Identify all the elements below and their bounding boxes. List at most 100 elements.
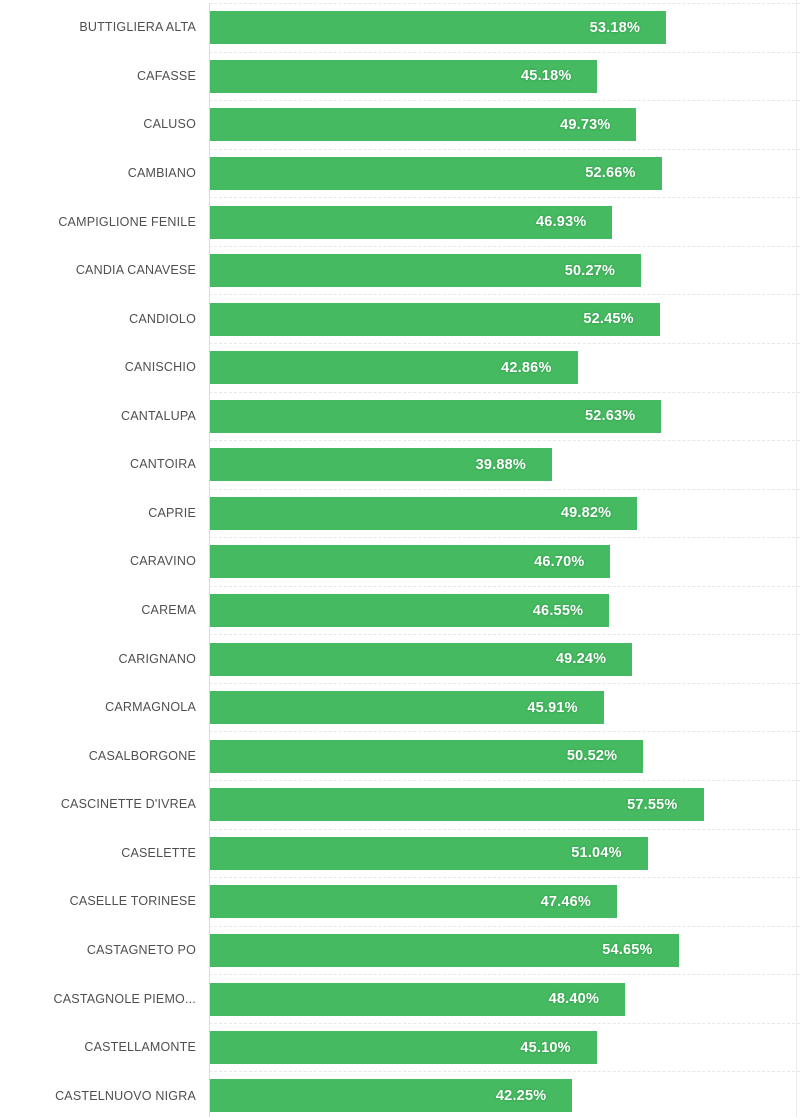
category-label: CANDIA CANAVESE bbox=[75, 263, 196, 278]
plot-cell: 42.86% bbox=[209, 342, 800, 392]
category-label: CANTALUPA bbox=[121, 408, 196, 423]
plot-cell: 57.55% bbox=[209, 780, 800, 829]
bar-value-label: 52.66% bbox=[585, 165, 636, 182]
bar[interactable]: 48.40% bbox=[210, 982, 626, 1016]
plot-right-border bbox=[796, 0, 797, 1117]
bar-value-label: 53.18% bbox=[589, 19, 641, 36]
plot-cell: 42.25% bbox=[209, 1071, 800, 1117]
category-label-cell: CARIGNANO bbox=[0, 634, 209, 683]
category-label: CASTELLAMONTE bbox=[84, 1040, 196, 1055]
bar-value-label: 42.25% bbox=[495, 1087, 547, 1104]
chart-row: CANISCHIO 42.86% bbox=[0, 342, 800, 392]
bar[interactable]: 47.46% bbox=[210, 885, 617, 919]
category-label-cell: CAPRIE bbox=[0, 489, 209, 538]
bar[interactable]: 54.65% bbox=[210, 933, 679, 967]
plot-cell: 45.10% bbox=[209, 1022, 800, 1072]
category-label: CASTAGNETO PO bbox=[86, 942, 196, 957]
chart-row: CASTAGNOLE PIEMO... 48.40% bbox=[0, 974, 800, 1023]
bar[interactable]: 46.55% bbox=[210, 594, 610, 628]
bar[interactable]: 57.55% bbox=[210, 788, 704, 822]
bar-value-label: 45.91% bbox=[527, 699, 578, 716]
category-label-cell: CARMAGNOLA bbox=[0, 683, 209, 732]
category-label: CAMBIANO bbox=[127, 165, 196, 180]
category-label-cell: CALUSO bbox=[0, 100, 209, 149]
bar[interactable]: 46.93% bbox=[210, 205, 613, 239]
bar[interactable]: 49.82% bbox=[210, 496, 638, 530]
chart-row: CANTALUPA 52.63% bbox=[0, 391, 800, 441]
bar[interactable]: 39.88% bbox=[210, 448, 552, 482]
bar[interactable]: 53.18% bbox=[210, 11, 667, 45]
bar[interactable]: 52.66% bbox=[210, 156, 662, 190]
chart-row: CARIGNANO 49.24% bbox=[0, 634, 800, 683]
category-label-cell: CASCINETTE D'IVREA bbox=[0, 780, 209, 829]
bar[interactable]: 52.45% bbox=[210, 302, 660, 336]
chart-row: CASELLE TORINESE 47.46% bbox=[0, 877, 800, 926]
bar[interactable]: 45.18% bbox=[210, 59, 598, 93]
plot-cell: 52.66% bbox=[209, 148, 800, 198]
bar-value-label: 39.88% bbox=[475, 456, 526, 473]
category-label-cell: CASTELNUOVO NIGRA bbox=[0, 1071, 209, 1117]
bar[interactable]: 51.04% bbox=[210, 836, 648, 870]
category-label-cell: CARAVINO bbox=[0, 537, 209, 586]
bar[interactable]: 45.10% bbox=[210, 1031, 597, 1065]
chart-row: CARAVINO 46.70% bbox=[0, 537, 800, 586]
category-label: CARIGNANO bbox=[118, 651, 196, 666]
category-label-cell: CAMBIANO bbox=[0, 149, 209, 198]
bar[interactable]: 50.52% bbox=[210, 739, 644, 773]
bar[interactable]: 49.73% bbox=[210, 108, 637, 142]
chart-row: CANDIA CANAVESE 50.27% bbox=[0, 245, 800, 295]
plot-cell: 48.40% bbox=[209, 974, 800, 1023]
plot-cell: 54.65% bbox=[209, 925, 800, 975]
category-label-cell: BUTTIGLIERA ALTA bbox=[0, 3, 209, 52]
bar[interactable]: 52.63% bbox=[210, 399, 662, 433]
category-label-cell: CANDIOLO bbox=[0, 294, 209, 343]
plot-cell: 46.55% bbox=[209, 585, 800, 635]
chart-row: CASTELNUOVO NIGRA 42.25% bbox=[0, 1071, 800, 1117]
bar[interactable]: 46.70% bbox=[210, 545, 611, 579]
bar[interactable]: 45.91% bbox=[210, 691, 604, 725]
chart-row: CALUSO 49.73% bbox=[0, 100, 800, 149]
category-label: CASELLE TORINESE bbox=[69, 894, 196, 909]
bar[interactable]: 42.25% bbox=[210, 1079, 573, 1113]
chart-rows: BUTTIGLIERA ALTA 53.18% CAFASSE 45.18% C… bbox=[0, 3, 800, 1117]
bar[interactable]: 50.27% bbox=[210, 254, 642, 288]
plot-cell: 46.93% bbox=[209, 197, 800, 246]
category-label-cell: CASELETTE bbox=[0, 829, 209, 878]
category-label-cell: CANDIA CANAVESE bbox=[0, 246, 209, 295]
plot-cell: 45.18% bbox=[209, 51, 800, 101]
category-label-cell: CANISCHIO bbox=[0, 343, 209, 392]
plot-cell: 46.70% bbox=[209, 537, 800, 586]
category-label-cell: CASELLE TORINESE bbox=[0, 877, 209, 926]
category-label: CAREMA bbox=[141, 603, 196, 618]
bar-value-label: 45.10% bbox=[520, 1039, 571, 1056]
plot-cell: 49.24% bbox=[209, 634, 800, 683]
chart-row: CASCINETTE D'IVREA 57.55% bbox=[0, 780, 800, 829]
plot-cell: 49.82% bbox=[209, 488, 800, 538]
chart-row: CANDIOLO 52.45% bbox=[0, 294, 800, 343]
bar-value-label: 57.55% bbox=[627, 796, 678, 813]
bar-value-label: 46.70% bbox=[534, 553, 585, 570]
category-label: CASTELNUOVO NIGRA bbox=[55, 1088, 196, 1103]
plot-cell: 39.88% bbox=[209, 440, 800, 489]
chart-row: CASALBORGONE 50.52% bbox=[0, 731, 800, 780]
bar-value-label: 48.40% bbox=[548, 991, 600, 1008]
category-label: CARAVINO bbox=[130, 554, 196, 569]
plot-cell: 52.63% bbox=[209, 391, 800, 441]
category-label: CASELETTE bbox=[121, 845, 196, 860]
bar-value-label: 49.82% bbox=[560, 505, 612, 522]
bar-value-label: 52.45% bbox=[583, 311, 634, 328]
category-label-cell: CASTAGNETO PO bbox=[0, 926, 209, 975]
category-label-cell: CAMPIGLIONE FENILE bbox=[0, 197, 209, 246]
bar-value-label: 42.86% bbox=[501, 359, 552, 376]
category-label: CALUSO bbox=[143, 117, 196, 132]
category-label: CANTOIRA bbox=[130, 457, 196, 472]
bar-value-label: 45.18% bbox=[521, 68, 572, 85]
bar[interactable]: 49.24% bbox=[210, 642, 633, 676]
chart-row: CANTOIRA 39.88% bbox=[0, 440, 800, 489]
plot-cell: 52.45% bbox=[209, 294, 800, 343]
category-label: CASCINETTE D'IVREA bbox=[60, 797, 196, 812]
bar[interactable]: 42.86% bbox=[210, 351, 578, 385]
chart-row: CASTELLAMONTE 45.10% bbox=[0, 1022, 800, 1072]
category-label-cell: CANTALUPA bbox=[0, 392, 209, 441]
chart-row: CAMPIGLIONE FENILE 46.93% bbox=[0, 197, 800, 246]
